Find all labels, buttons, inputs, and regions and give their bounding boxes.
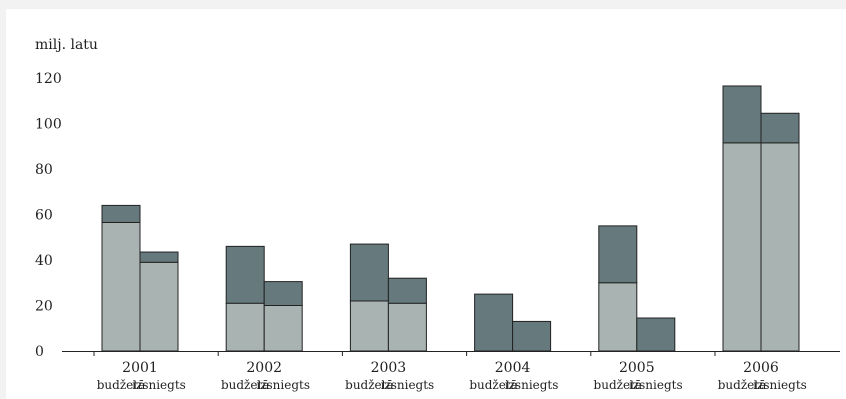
bar-upper-2003-izsniegts [387,277,427,304]
bar-group-2003 [349,243,427,352]
x-category-label-2002: 2002 [246,360,282,376]
x-category-label-2004: 2004 [495,360,531,376]
bar-group-2001 [101,204,179,352]
bar-lower-2001-budžetā [101,221,141,352]
bar-lower-2003-budžetā [349,300,389,352]
bar-label-2006-izsniegts: izsniegts [753,378,807,392]
x-category-label-2001: 2001 [122,360,158,376]
x-category-label-2003: 2003 [371,360,407,376]
y-tick-label: 100 [35,117,62,133]
bar-label-2005-budžetā: budžetā [594,378,643,392]
bar-upper-2006-budžetā [722,85,762,144]
y-axis-unit-label: milj. latu [35,37,98,53]
bar-upper-2004-budžetā [474,293,514,352]
bar-lower-2005-budžetā [598,282,638,352]
bar-lower-2001-izsniegts [139,261,179,352]
bar-label-2001-izsniegts: izsniegts [132,378,186,392]
bar-upper-2005-izsniegts [636,317,676,352]
x-category-label-2005: 2005 [619,360,655,376]
bar-upper-2001-budžetā [101,204,141,223]
bar-label-2001-budžetā: budžetā [97,378,146,392]
y-tick-label: 40 [35,253,53,269]
bar-lower-2006-izsniegts [760,142,800,352]
bar-lower-2006-budžetā [722,142,762,352]
bar-group-2004 [474,293,552,352]
y-tick-label: 80 [35,162,53,178]
bar-label-2002-budžetā: budžetā [221,378,270,392]
bar-upper-2006-izsniegts [760,112,800,144]
y-tick-label: 60 [35,208,53,224]
bar-upper-2004-izsniegts [512,320,552,352]
bar-group-2002 [225,245,303,352]
bar-upper-2002-izsniegts [263,281,303,306]
bar-group-2005 [598,225,676,352]
y-tick-label: 120 [35,71,62,87]
bars-layer [101,85,800,352]
bar-label-2006-budžetā: budžetā [718,378,767,392]
bar-label-2004-izsniegts: izsniegts [505,378,559,392]
bar-label-2004-budžetā: budžetā [469,378,518,392]
bar-upper-2002-budžetā [225,245,265,304]
bar-upper-2005-budžetā [598,225,638,284]
bar-lower-2003-izsniegts [387,302,427,352]
bar-label-2005-izsniegts: izsniegts [629,378,683,392]
bar-label-2003-izsniegts: izsniegts [381,378,435,392]
bar-group-2006 [722,85,800,352]
bar-label-2003-budžetā: budžetā [345,378,394,392]
bar-upper-2001-izsniegts [139,251,179,263]
bar-upper-2003-budžetā [349,243,389,302]
x-axis-labels: budžetāizsniegts2001budžetāizsniegts2002… [93,351,807,392]
y-tick-label: 20 [35,299,53,315]
bar-lower-2002-budžetā [225,302,265,352]
x-category-label-2006: 2006 [743,360,779,376]
bar-label-2002-izsniegts: izsniegts [256,378,310,392]
y-tick-label: 0 [35,344,44,360]
y-axis-ticks: 0 20 40 60 80 100 120 [35,71,62,360]
bar-lower-2002-izsniegts [263,305,303,352]
